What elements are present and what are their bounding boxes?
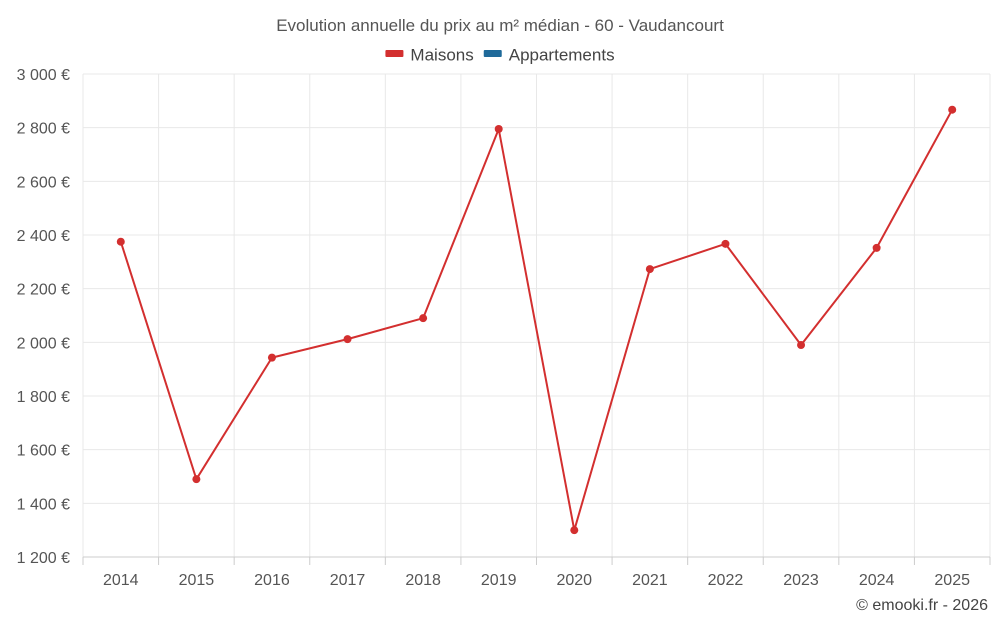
data-point-maisons-2022 <box>721 239 730 248</box>
x-tick-label: 2018 <box>405 572 441 589</box>
data-point-maisons-2025 <box>948 105 957 114</box>
x-tick-label: 2025 <box>934 572 970 589</box>
y-tick-label: 3 000 € <box>17 67 70 84</box>
data-point-maisons-2017 <box>343 335 352 344</box>
data-point-maisons-2016 <box>267 353 276 362</box>
y-tick-label: 2 200 € <box>17 282 70 299</box>
x-tick-label: 2023 <box>783 572 819 589</box>
x-tick-label: 2019 <box>481 572 517 589</box>
data-point-maisons-2021 <box>645 265 654 274</box>
x-tick-label: 2015 <box>179 572 215 589</box>
y-tick-label: 1 200 € <box>17 550 70 567</box>
grid <box>82 73 991 558</box>
legend-label: Appartements <box>509 45 615 64</box>
legend-label: Maisons <box>410 45 473 64</box>
data-point-maisons-2018 <box>419 314 428 323</box>
x-tick-label: 2020 <box>556 572 592 589</box>
series-line-maisons <box>119 109 954 532</box>
x-tick-label: 2016 <box>254 572 290 589</box>
x-tick-label: 2014 <box>103 572 139 589</box>
data-point-maisons-2014 <box>116 237 125 246</box>
y-tick-label: 1 600 € <box>17 443 70 460</box>
x-tick-label: 2022 <box>708 572 744 589</box>
data-point-maisons-2020 <box>570 526 579 535</box>
credit-text: © emooki.fr - 2026 <box>856 597 988 614</box>
chart-title: Evolution annuelle du prix au m² médian … <box>276 16 724 35</box>
y-tick-label: 2 400 € <box>17 228 70 245</box>
legend: Maisons Appartements <box>385 45 615 64</box>
x-tick-label: 2024 <box>859 572 895 589</box>
data-point-maisons-2015 <box>192 475 201 484</box>
legend-item-maisons: Maisons <box>385 45 474 64</box>
y-tick-label: 2 800 € <box>17 121 70 138</box>
axes: 1 200 € 1 400 € 1 600 € 1 800 € 2 000 € 2 200… <box>17 67 991 589</box>
y-tick-label: 1 400 € <box>17 496 70 513</box>
legend-swatch <box>385 50 404 57</box>
y-tick-label: 1 800 € <box>17 389 70 406</box>
x-tick-label: 2021 <box>632 572 668 589</box>
legend-swatch <box>483 50 502 57</box>
x-tick-label: 2017 <box>330 572 366 589</box>
series-layer <box>116 105 957 535</box>
data-point-maisons-2024 <box>872 243 881 252</box>
y-tick-label: 2 000 € <box>17 335 70 352</box>
y-tick-label: 2 600 € <box>17 174 70 191</box>
legend-item-appartements: Appartements <box>483 45 615 64</box>
data-point-maisons-2019 <box>494 125 503 134</box>
data-point-maisons-2023 <box>797 341 806 350</box>
